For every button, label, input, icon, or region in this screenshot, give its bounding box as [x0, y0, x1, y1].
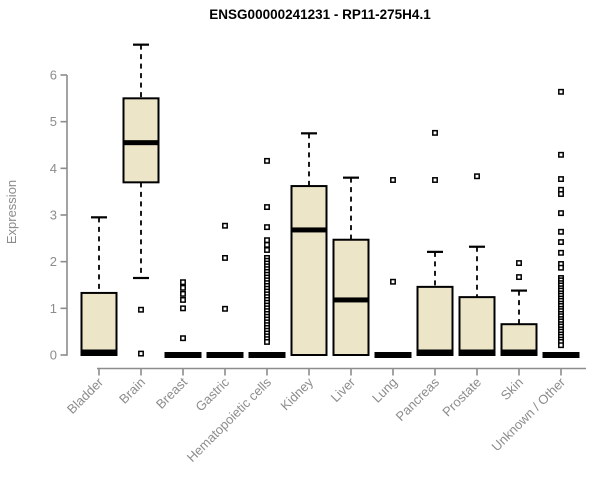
flat-median-bar: [248, 352, 286, 358]
y-tick-label: 1: [50, 301, 57, 316]
chart-title: ENSG00000241231 - RP11-275H4.1: [209, 7, 431, 22]
median-bar: [334, 297, 368, 303]
outlier-point: [138, 350, 144, 357]
y-tick-label: 3: [50, 208, 57, 223]
outlier-point: [558, 191, 564, 197]
outlier-point: [558, 249, 564, 256]
x-tick-label: Kidney: [277, 374, 316, 413]
outlier-point: [558, 239, 564, 246]
outlier-point: [558, 342, 564, 349]
y-tick-label: 2: [50, 254, 57, 269]
outlier-point: [558, 88, 564, 95]
median-bar: [418, 349, 452, 355]
box-hematopoietic-cells: [248, 157, 286, 358]
outlier-point: [516, 260, 522, 267]
iqr-box: [416, 285, 454, 356]
iqr-box: [458, 296, 496, 356]
y-axis-label: Expression: [4, 180, 19, 244]
box-unknown-other: [542, 88, 580, 358]
median-bar: [460, 349, 494, 355]
outlier-point: [516, 274, 522, 281]
outlier-point: [264, 338, 270, 345]
box-lung: [374, 177, 412, 358]
outlier-point: [390, 177, 396, 183]
y-tick-label: 0: [50, 348, 57, 363]
outlier-point: [222, 254, 228, 261]
box-gastric: [206, 222, 244, 358]
flat-median-bar: [206, 352, 244, 358]
outlier-point: [264, 157, 270, 164]
outlier-point: [180, 284, 186, 291]
median-bar: [124, 140, 158, 146]
box-liver: [332, 176, 370, 357]
outlier-point: [264, 237, 270, 244]
plot-area: [80, 43, 580, 358]
outlier-point: [432, 129, 438, 136]
outlier-point: [222, 305, 228, 312]
flat-median-bar: [164, 352, 202, 358]
x-tick-label: Breast: [153, 374, 190, 411]
box-brain: [122, 43, 160, 357]
outlier-point: [558, 151, 564, 158]
box-bladder: [80, 216, 118, 356]
outlier-point: [180, 296, 186, 303]
median-bar: [292, 227, 326, 233]
outlier-point: [558, 264, 564, 271]
iqr-box: [290, 185, 328, 356]
x-tick-label: Lung: [369, 375, 400, 406]
outlier-point: [180, 290, 186, 297]
y-tick-label: 6: [50, 68, 57, 83]
x-tick-label: Gastric: [192, 374, 232, 414]
box-kidney: [290, 132, 328, 356]
box-prostate: [458, 173, 496, 356]
outlier-point: [180, 279, 186, 286]
flat-median-bar: [374, 352, 412, 358]
median-bar: [82, 349, 116, 355]
box-pancreas: [416, 129, 454, 356]
flat-median-bar: [542, 352, 580, 358]
box-breast: [164, 279, 202, 358]
median-bar: [502, 349, 536, 355]
x-tick-label: Skin: [498, 375, 526, 403]
iqr-box: [332, 238, 370, 357]
y-tick-label: 4: [50, 161, 57, 176]
outlier-point: [264, 247, 270, 253]
y-tick-label: 5: [50, 114, 57, 129]
outlier-point: [222, 222, 228, 229]
x-tick-label: Unknown / Other: [489, 374, 569, 454]
outlier-point: [474, 173, 480, 180]
x-tick-label: Prostate: [439, 375, 484, 420]
outlier-point: [558, 228, 564, 235]
outlier-point: [264, 224, 270, 231]
outlier-point: [558, 210, 564, 217]
outlier-point: [180, 305, 186, 312]
x-tick-label: Bladder: [64, 374, 107, 417]
outlier-point: [138, 306, 144, 313]
outlier-point: [180, 335, 186, 342]
x-tick-label: Pancreas: [393, 374, 443, 424]
x-tick-label: Liver: [328, 374, 359, 405]
box-skin: [500, 260, 538, 357]
outlier-point: [390, 278, 396, 285]
x-tick-label: Brain: [116, 375, 148, 407]
outlier-point: [264, 241, 270, 248]
outlier-point: [558, 176, 564, 183]
outlier-point: [264, 204, 270, 211]
outlier-point: [432, 177, 438, 183]
iqr-box: [80, 291, 118, 356]
